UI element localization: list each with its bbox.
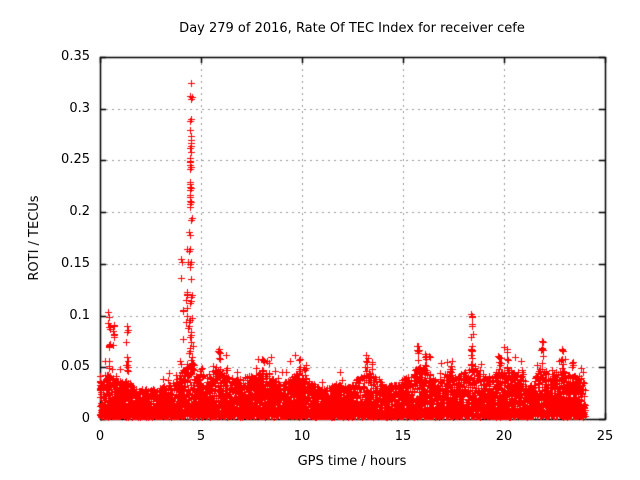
y-tick-label: 0.35 (61, 49, 90, 64)
y-tick-label: 0 (81, 411, 90, 426)
y-tick-label: 0.1 (69, 307, 90, 323)
x-tick-label: 25 (596, 429, 614, 444)
y-tick-label: 0.15 (61, 255, 90, 271)
x-tick-label: 10 (293, 429, 311, 444)
y-tick-label: 0.2 (69, 204, 90, 220)
y-tick-label: 0.05 (61, 359, 90, 375)
x-tick-label: 0 (95, 429, 105, 444)
y-tick-label: 0.25 (61, 152, 90, 168)
x-tick-label: 15 (394, 429, 412, 444)
x-tick-label: 5 (196, 429, 206, 444)
chart-title: Day 279 of 2016, Rate Of TEC Index for r… (179, 21, 525, 36)
x-axis-label: GPS time / hours (297, 454, 407, 469)
y-tick-label: 0.3 (69, 100, 90, 116)
x-tick-label: 20 (495, 429, 513, 444)
